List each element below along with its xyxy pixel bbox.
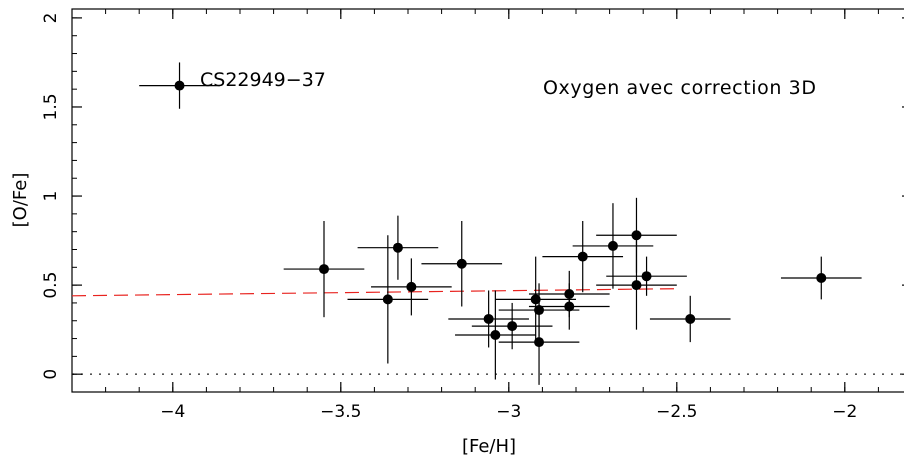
data-point-group — [357, 215, 439, 280]
data-point — [631, 230, 642, 241]
data-point-group — [421, 220, 503, 307]
data-point — [507, 321, 518, 332]
data-point-group — [347, 235, 429, 364]
data-point-group — [606, 256, 687, 296]
data-point-group — [283, 220, 365, 318]
data-point — [174, 80, 185, 91]
y-axis-label: [O/Fe] — [10, 173, 31, 228]
data-point — [406, 281, 417, 292]
data-point-group — [495, 256, 576, 343]
data-point — [577, 251, 588, 262]
data-point — [490, 329, 501, 340]
data-point-group — [498, 299, 580, 385]
data-point-group — [780, 256, 862, 300]
data-point — [456, 258, 467, 269]
data-point-group — [649, 295, 731, 343]
chart-annotation-oxygen-3d: Oxygen avec correction 3D — [543, 77, 817, 99]
data-point-group — [448, 290, 529, 348]
data-point — [631, 280, 642, 291]
data-point-group — [542, 220, 624, 293]
y-tick-label: 0.5 — [41, 272, 61, 299]
data-point — [392, 242, 403, 253]
star-label-cs22949-37: CS22949−37 — [200, 69, 326, 91]
y-tick-label: 0 — [41, 369, 61, 380]
data-point-group — [371, 258, 452, 316]
data-point — [382, 294, 393, 305]
data-point-group — [528, 283, 610, 330]
linear-fit-line — [71, 288, 677, 297]
data-point-group — [455, 290, 536, 380]
data-point — [534, 337, 545, 348]
y-tick-label: 1.5 — [41, 93, 61, 120]
x-tick-label: −2.5 — [656, 402, 697, 422]
x-tick-label: −3 — [496, 402, 521, 422]
x-axis-label: [Fe/H] — [462, 436, 516, 457]
data-point — [319, 264, 329, 275]
data-point-group — [572, 203, 654, 289]
y-tick-label: 2 — [41, 12, 61, 23]
x-tick-label: −4 — [160, 402, 185, 422]
data-point-group — [139, 62, 220, 109]
y-axis-ticks: 0 0.5 1 1.5 2 — [41, 12, 904, 393]
data-point — [483, 313, 494, 324]
plot-frame — [71, 8, 904, 393]
data-point — [816, 272, 827, 283]
data-points — [139, 62, 862, 385]
data-point — [641, 271, 652, 282]
data-point — [564, 301, 575, 312]
y-tick-label: 1 — [41, 191, 61, 202]
x-axis-ticks: −4 −3.5 −3 −2.5 −2 — [71, 9, 879, 422]
x-tick-label: −3.5 — [320, 402, 361, 422]
x-tick-label: −2 — [832, 402, 857, 422]
data-point — [685, 313, 696, 324]
data-point-group — [596, 240, 677, 330]
data-point — [607, 240, 618, 251]
data-point — [530, 294, 541, 305]
